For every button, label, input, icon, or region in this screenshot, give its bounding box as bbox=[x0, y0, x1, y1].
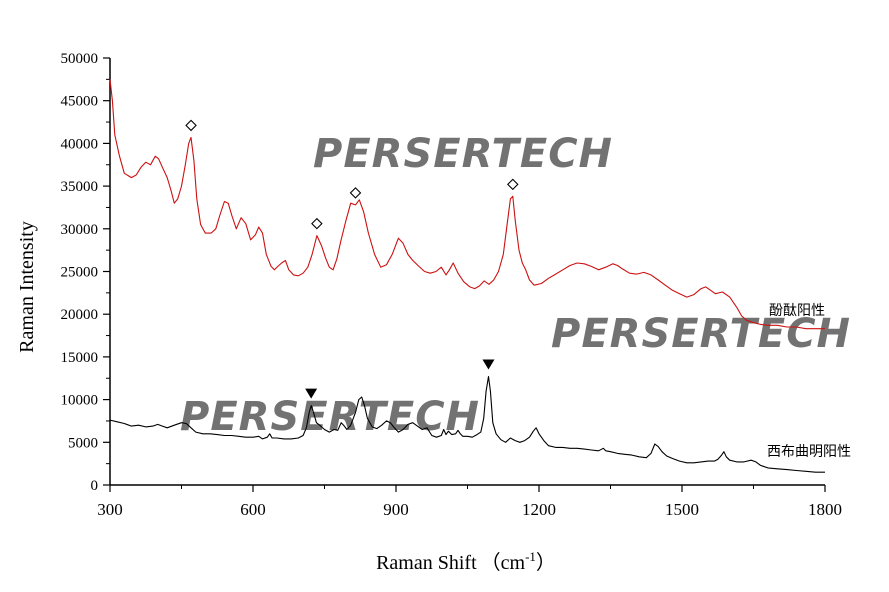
y-axis-title: Raman Intensity bbox=[16, 221, 38, 353]
x-axis-title-text: Raman Shift bbox=[376, 552, 477, 574]
y-tick-label: 15000 bbox=[61, 350, 99, 366]
x-axis-unit-open: （ bbox=[481, 551, 501, 574]
x-tick-label: 900 bbox=[383, 500, 409, 519]
y-tick-label: 10000 bbox=[61, 393, 99, 409]
watermark-2: PERSERTECH bbox=[551, 311, 851, 357]
x-tick-label: 600 bbox=[240, 500, 266, 519]
series-label-red: 酚酞阳性 bbox=[769, 303, 825, 319]
x-axis-unit-close: ） bbox=[536, 551, 556, 574]
y-ticks: 0 5000 10000 15000 20000 25000 30000 35000 40000… bbox=[61, 51, 110, 494]
y-tick-label: 25000 bbox=[61, 265, 99, 281]
y-tick-label: 5000 bbox=[68, 435, 98, 451]
watermark-3: PERSERTECH bbox=[180, 394, 480, 440]
y-tick-label: 40000 bbox=[61, 136, 99, 152]
series-layer bbox=[109, 79, 825, 473]
watermark-layer: PERSERTECH PERSERTECH PERSERTECH bbox=[180, 131, 851, 440]
watermark-1: PERSERTECH bbox=[313, 131, 613, 177]
x-axis-title: Raman Shift （cm-1） bbox=[376, 549, 556, 574]
y-tick-label: 0 bbox=[91, 478, 99, 494]
y-tick-label: 30000 bbox=[61, 222, 99, 238]
series-label-black: 西布曲明阳性 bbox=[767, 444, 851, 460]
x-axis-unit: cm bbox=[501, 552, 526, 574]
y-tick-label: 45000 bbox=[61, 94, 99, 110]
y-tick-label: 20000 bbox=[61, 307, 99, 323]
x-tick-label: 1800 bbox=[808, 500, 842, 519]
series-line-1 bbox=[109, 375, 825, 473]
peak-marker-diamond bbox=[349, 187, 362, 199]
x-tick-label: 1200 bbox=[522, 500, 556, 519]
x-tick-label: 300 bbox=[97, 500, 123, 519]
y-tick-label: 50000 bbox=[61, 51, 99, 67]
peak-marker-diamond bbox=[507, 178, 519, 191]
peak-marker-triangle bbox=[305, 388, 318, 399]
series-line-0 bbox=[109, 79, 825, 330]
peak-marker-triangle bbox=[482, 359, 495, 370]
y-tick-label: 35000 bbox=[61, 179, 99, 195]
peak-marker-diamond bbox=[311, 217, 323, 230]
x-axis-unit-exponent: -1 bbox=[525, 549, 536, 564]
peak-marker-diamond bbox=[185, 119, 197, 132]
x-ticks: 300 600 900 1200 1500 1800 bbox=[97, 485, 842, 519]
marker-layer bbox=[185, 119, 519, 399]
x-tick-label: 1500 bbox=[665, 500, 699, 519]
